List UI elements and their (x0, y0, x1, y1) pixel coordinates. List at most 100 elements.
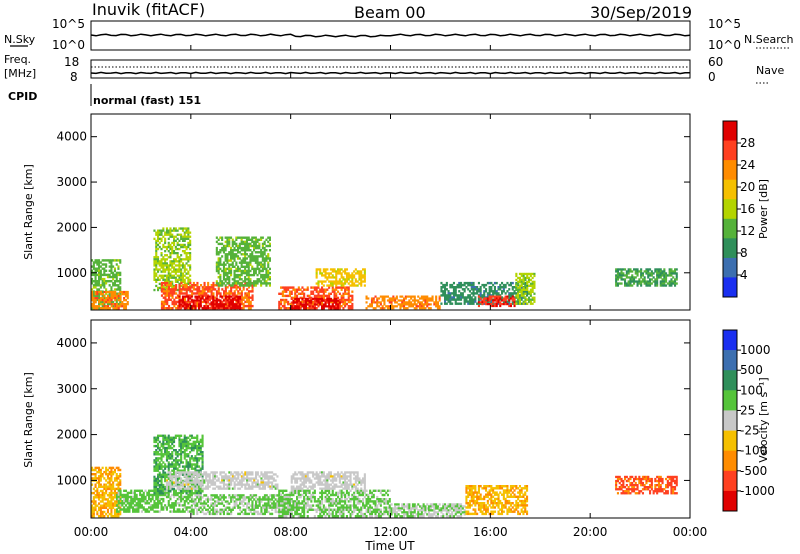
power-cell (287, 302, 290, 306)
power-cell (370, 297, 373, 300)
power-cell (524, 281, 527, 285)
power-cell (643, 282, 646, 285)
velocity-cell (235, 471, 238, 474)
velocity-cell (165, 487, 168, 490)
velocity-cell (155, 491, 158, 495)
power-cell (376, 303, 379, 306)
power-cell (208, 288, 211, 291)
power-cell (488, 303, 491, 306)
velocity-cell (201, 455, 204, 458)
power-cell (372, 301, 375, 304)
power-cell (187, 260, 190, 263)
power-cell (401, 303, 404, 306)
power-cell (656, 272, 659, 275)
power-cell (201, 292, 204, 295)
power-cell (237, 290, 240, 293)
velocity-cell (256, 483, 259, 486)
power-cell (326, 268, 329, 271)
velocity-cell (233, 475, 236, 478)
velocity-cell (165, 481, 168, 484)
power-cell (509, 304, 512, 308)
power-cell (661, 278, 664, 281)
power-cell (178, 227, 181, 230)
power-cell (329, 299, 332, 302)
power-cell (351, 280, 354, 283)
power-cell (349, 284, 352, 287)
power-cell (231, 278, 234, 281)
power-cell (196, 292, 199, 295)
power-cell (470, 298, 473, 301)
power-cell (185, 272, 188, 275)
power-cell (435, 303, 438, 306)
power-cell (641, 280, 644, 283)
velocity-cell (128, 510, 131, 513)
power-cell (321, 294, 324, 298)
power-cell (239, 305, 242, 308)
power-cell (168, 304, 171, 308)
velocity-cell (167, 492, 170, 495)
power-cell (517, 280, 520, 283)
power-cell (347, 292, 350, 295)
power-cell (110, 290, 113, 294)
velocity-cell (157, 481, 160, 485)
power-cell (501, 299, 504, 302)
power-cell (376, 297, 379, 300)
velocity-cell (217, 510, 220, 514)
velocity-cell (133, 508, 136, 511)
power-cell (157, 258, 160, 261)
power-cell (315, 303, 318, 306)
power-cell (663, 278, 666, 281)
power-cell (247, 236, 250, 239)
velocity-cell (164, 473, 167, 476)
power-cell (420, 307, 423, 310)
velocity-cell (190, 479, 193, 483)
power-cell (328, 280, 331, 283)
velocity-cell (203, 473, 206, 476)
velocity-cell (167, 438, 170, 442)
power-cell (363, 268, 366, 271)
power-cell (254, 257, 257, 260)
power-cell (312, 300, 315, 304)
power-cell (463, 302, 466, 305)
power-cell (187, 231, 190, 234)
velocity-cell (98, 485, 101, 488)
power-cell (237, 267, 240, 271)
velocity-cell (190, 504, 193, 507)
power-cell (217, 286, 220, 289)
power-cell (351, 290, 354, 293)
power-cell (506, 297, 509, 300)
velocity-cell (108, 483, 111, 486)
velocity-cell (219, 471, 222, 474)
velocity-cell (130, 504, 133, 507)
power-cell (333, 305, 336, 308)
power-cell (222, 249, 225, 252)
power-cell (217, 269, 220, 273)
velocity-cell (255, 485, 258, 488)
power-cell (198, 286, 201, 289)
power-cell (509, 292, 512, 295)
power-cell (245, 257, 248, 260)
velocity-cell (185, 446, 188, 450)
power-cell (335, 274, 338, 277)
power-cell (322, 307, 325, 310)
power-cell (224, 284, 227, 287)
velocity-cell (187, 461, 190, 464)
velocity-cell (222, 481, 225, 484)
power-cell (215, 249, 218, 252)
velocity-cell (132, 502, 135, 505)
power-cell (404, 297, 407, 300)
power-cell (247, 242, 250, 246)
power-cell (659, 272, 662, 275)
velocity-cell (192, 483, 195, 487)
velocity-cell (199, 449, 202, 452)
velocity-cell (206, 508, 209, 511)
velocity-cell (108, 500, 111, 503)
velocity-cell (173, 469, 176, 472)
power-cell (351, 305, 354, 308)
velocity-cell (133, 497, 136, 501)
power-cell (103, 284, 106, 287)
power-cell (465, 296, 468, 299)
velocity-cell (157, 490, 160, 493)
power-cell (502, 299, 505, 302)
power-cell (485, 290, 488, 293)
